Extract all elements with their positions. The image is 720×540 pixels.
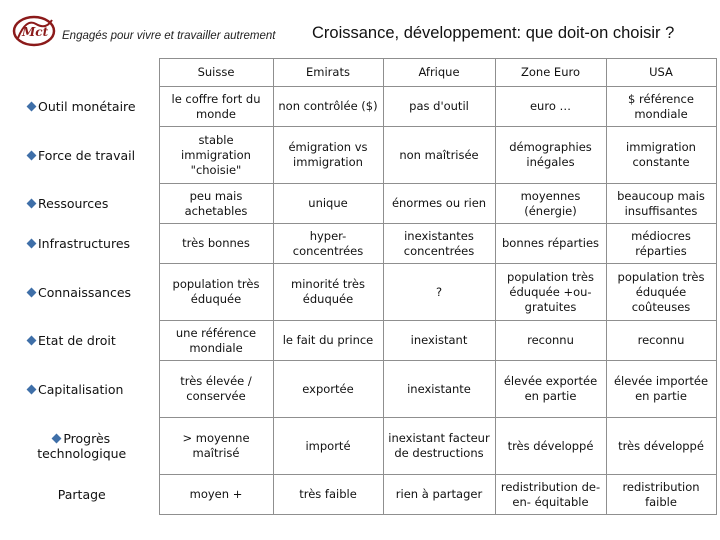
table-cell: redistribution faible: [605, 474, 717, 515]
row-label: Etat de droit: [4, 320, 160, 361]
row-label: Capitalisation: [4, 360, 160, 418]
table-cell: euro …: [494, 86, 607, 127]
page-title: Croissance, développement: que doit-on c…: [312, 24, 675, 42]
table-cell: stable immigration "choisie": [158, 126, 274, 184]
table-cell: moyennes (énergie): [494, 183, 607, 224]
table-cell: pas d'outil: [382, 86, 496, 127]
table-cell: minorité très éduquée: [272, 263, 384, 321]
table-cell: moyen +: [158, 474, 274, 515]
table-row: Capitalisation très élevée / conservée e…: [4, 360, 717, 418]
corner-cell: [4, 59, 159, 87]
table-cell: très élevée / conservée: [158, 360, 274, 418]
table-cell: une référence mondiale: [158, 320, 274, 361]
table-cell: très bonnes: [158, 223, 274, 264]
diamond-bullet-icon: [51, 433, 62, 444]
table-cell: médiocres réparties: [605, 223, 717, 264]
table-cell: population très éduquée coûteuses: [605, 263, 717, 321]
table-cell: reconnu: [605, 320, 717, 361]
table-cell: non contrôlée ($): [272, 86, 384, 127]
table-cell: élevée importée en partie: [605, 360, 717, 418]
column-header-afrique: Afrique: [382, 58, 496, 87]
table-cell: rien à partager: [382, 474, 496, 515]
column-header-emirats: Emirats: [272, 58, 384, 87]
table-cell: inexistant: [382, 320, 496, 361]
table-cell: reconnu: [494, 320, 607, 361]
table-cell: hyper-concentrées: [272, 223, 384, 264]
table-cell: importé: [272, 417, 384, 475]
table-cell: exportée: [272, 360, 384, 418]
table-cell: inexistant facteur de destructions: [382, 417, 496, 475]
table-cell: le coffre fort du monde: [158, 86, 274, 127]
row-label: Partage: [4, 474, 160, 515]
table-row: Partage moyen + très faible rien à parta…: [4, 474, 717, 515]
column-header-usa: USA: [605, 58, 717, 87]
table-cell: ?: [382, 263, 496, 321]
table-row: Ressources peu mais achetables unique én…: [4, 183, 717, 224]
diamond-bullet-icon: [26, 101, 37, 112]
mct-logo: Mct: [12, 15, 56, 47]
table-cell: émigration vs immigration: [272, 126, 384, 184]
table-cell: redistribution de-en- équitable: [494, 474, 607, 515]
diamond-bullet-icon: [26, 335, 37, 346]
table-row: Connaissances population très éduquée mi…: [4, 263, 717, 321]
comparison-table: Suisse Emirats Afrique Zone Euro USA Out…: [4, 58, 717, 515]
table-cell: peu mais achetables: [158, 183, 274, 224]
row-label: Connaissances: [4, 263, 160, 321]
row-label: Infrastructures: [4, 223, 160, 264]
row-label: Ressources: [4, 183, 160, 224]
table-cell: > moyenne maîtrisé: [158, 417, 274, 475]
table-cell: démographies inégales: [494, 126, 607, 184]
table-cell: population très éduquée: [158, 263, 274, 321]
tagline: Engagés pour vivre et travailler autreme…: [62, 30, 276, 42]
table-cell: très développé: [494, 417, 607, 475]
table-cell: unique: [272, 183, 384, 224]
diamond-bullet-icon: [26, 150, 37, 160]
column-header-suisse: Suisse: [158, 58, 274, 87]
table-row: Outil monétaire le coffre fort du monde …: [4, 86, 717, 127]
table-cell: inexistantes concentrées: [382, 223, 496, 264]
table-cell: le fait du prince: [272, 320, 384, 361]
table-row: Infrastructures très bonnes hyper-concen…: [4, 223, 717, 264]
table-row: Etat de droit une référence mondiale le …: [4, 320, 717, 361]
table-cell: bonnes réparties: [494, 223, 607, 264]
table-cell: immigration constante: [605, 126, 717, 184]
diamond-bullet-icon: [26, 287, 37, 297]
table-cell: population très éduquée +ou- gratuites: [494, 263, 607, 321]
column-header-zone-euro: Zone Euro: [494, 58, 607, 87]
diamond-bullet-icon: [26, 238, 37, 249]
diamond-bullet-icon: [26, 198, 37, 209]
table-cell: élevée exportée en partie: [494, 360, 607, 418]
logo-text: Mct: [21, 25, 49, 39]
table-cell: très développé: [605, 417, 717, 475]
table-row: Force de travail stable immigration "cho…: [4, 126, 717, 184]
table-cell: énormes ou rien: [382, 183, 496, 224]
header-row: Suisse Emirats Afrique Zone Euro USA: [4, 58, 717, 87]
table-cell: non maîtrisée: [382, 126, 496, 184]
row-label: Outil monétaire: [4, 86, 160, 127]
diamond-bullet-icon: [26, 384, 37, 394]
row-label: Force de travail: [4, 126, 160, 184]
table-cell: très faible: [272, 474, 384, 515]
table-cell: inexistante: [382, 360, 496, 418]
row-label: Progrès technologique: [4, 417, 160, 475]
table-row: Progrès technologique > moyenne maîtrisé…: [4, 417, 717, 475]
table-cell: beaucoup mais insuffisantes: [605, 183, 717, 224]
table-cell: $ référence mondiale: [605, 86, 717, 127]
